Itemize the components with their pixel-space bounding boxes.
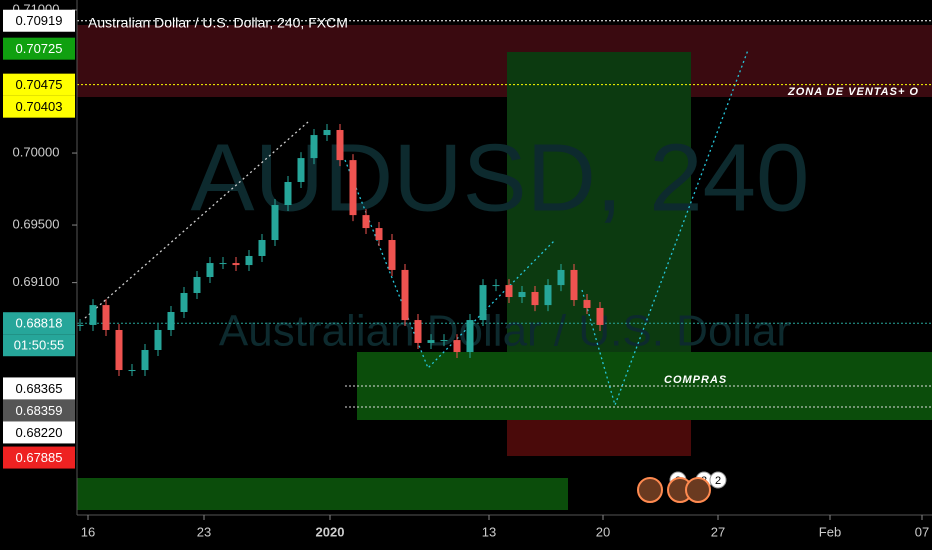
candle xyxy=(492,285,500,287)
price-label: 0.70475 xyxy=(16,77,63,92)
x-tick-label: 23 xyxy=(197,524,211,539)
annotation: COMPRAS xyxy=(664,374,727,386)
x-tick-label: 16 xyxy=(81,524,95,539)
price-label-bg xyxy=(3,446,75,469)
candle xyxy=(115,329,123,371)
price-label: 0.70403 xyxy=(16,99,63,114)
price-label-bg xyxy=(3,312,75,335)
candle xyxy=(141,350,149,371)
price-label-bg xyxy=(3,377,75,400)
price-label-bg xyxy=(3,9,75,32)
candle xyxy=(232,263,240,266)
price-label-bg xyxy=(3,95,75,118)
price-label: 0.70725 xyxy=(16,41,63,56)
candle xyxy=(518,291,526,298)
candle xyxy=(388,240,396,270)
candle xyxy=(596,307,604,325)
candle xyxy=(258,240,266,256)
candle xyxy=(206,263,214,278)
price-label: 0.68365 xyxy=(16,381,63,396)
price-label: 01:50:55 xyxy=(14,338,65,353)
y-tick-label: 0.70000 xyxy=(13,144,60,159)
price-label: 0.68220 xyxy=(16,425,63,440)
candle xyxy=(440,340,448,342)
candle xyxy=(323,130,331,136)
price-label: 0.68818 xyxy=(16,316,63,331)
price-label-bg xyxy=(3,73,75,96)
y-tick-label: 0.69100 xyxy=(13,274,60,289)
price-label-bg xyxy=(3,37,75,60)
candle xyxy=(193,277,201,293)
price-label: 0.67885 xyxy=(16,450,63,465)
event-count-bg xyxy=(709,471,727,489)
candles xyxy=(76,124,604,377)
candle xyxy=(284,181,292,206)
candle xyxy=(349,160,357,216)
watermark-symbol: AUDUSD, 240 xyxy=(191,124,810,231)
x-tick-label: Feb xyxy=(819,524,841,539)
candle xyxy=(466,320,474,353)
candle xyxy=(453,340,461,353)
candle xyxy=(375,228,383,241)
candle xyxy=(505,285,513,298)
candle xyxy=(310,135,318,159)
candle xyxy=(401,269,409,321)
y-tick-label: 0.69500 xyxy=(13,216,60,231)
price-label-bg xyxy=(3,334,75,357)
x-tick-label: 07 xyxy=(915,524,929,539)
candle xyxy=(271,205,279,241)
candle xyxy=(245,255,253,266)
candle xyxy=(479,285,487,321)
candle xyxy=(336,130,344,161)
x-tick-label: 2020 xyxy=(316,524,345,539)
candle xyxy=(570,269,578,301)
buy-zone xyxy=(357,352,932,420)
chart-title: Australian Dollar / U.S. Dollar, 240, FX… xyxy=(88,15,348,31)
price-label-bg xyxy=(3,399,75,422)
price-label: 0.70919 xyxy=(16,13,63,28)
candle xyxy=(297,158,305,182)
event-badge xyxy=(637,477,663,503)
candle xyxy=(583,300,591,308)
candle xyxy=(557,269,565,286)
candle xyxy=(128,370,136,372)
candle xyxy=(427,340,435,343)
candle xyxy=(154,329,162,351)
candle xyxy=(102,305,110,330)
candle xyxy=(531,291,539,306)
price-label-bg xyxy=(3,421,75,444)
annotation: ZONA DE VENTAS+ O xyxy=(787,86,919,98)
event-badge xyxy=(685,477,711,503)
watermark-description: Australian Dollar / U.S. Dollar xyxy=(219,307,791,356)
price-label: 0.68359 xyxy=(16,403,63,418)
candle xyxy=(76,324,84,326)
x-tick-label: 20 xyxy=(596,524,610,539)
bottom-zone xyxy=(77,478,568,510)
candle xyxy=(362,215,370,229)
x-tick-label: 13 xyxy=(482,524,496,539)
candle xyxy=(219,263,227,265)
candle xyxy=(544,285,552,306)
candle xyxy=(414,320,422,343)
candle xyxy=(180,292,188,312)
x-tick-label: 27 xyxy=(711,524,725,539)
candle xyxy=(89,305,97,325)
candle xyxy=(167,311,175,330)
event-count: 2 xyxy=(715,475,721,487)
